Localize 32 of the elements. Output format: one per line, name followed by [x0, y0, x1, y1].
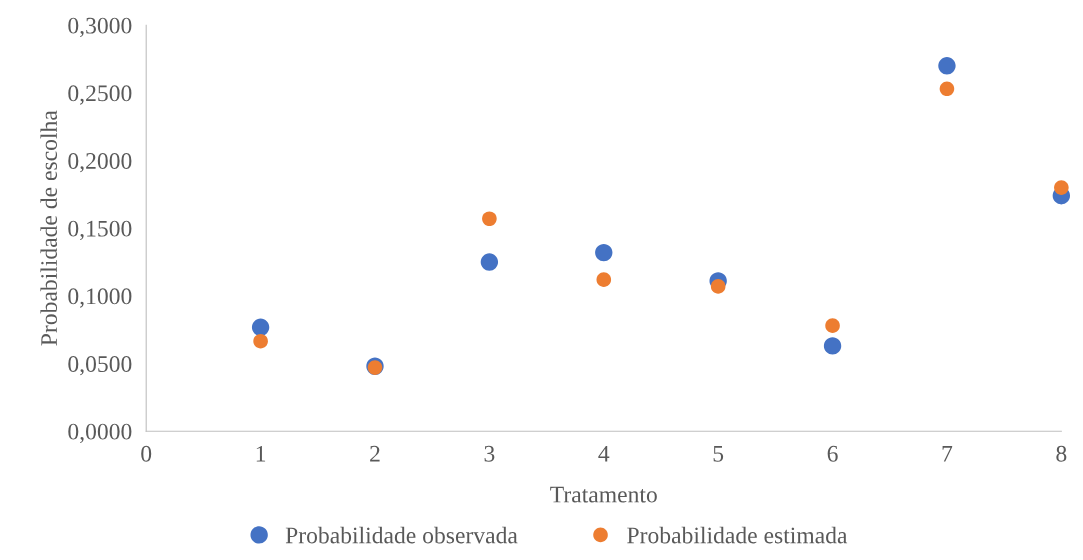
point [938, 57, 956, 75]
x-tick-label: 5 [713, 446, 724, 462]
x-tick-label: 0 [141, 445, 152, 462]
y-tick-label: 0,3000 [68, 17, 132, 38]
x-tick-label: 6 [827, 445, 838, 462]
x-tick-label: 1 [256, 445, 266, 462]
point [253, 333, 268, 349]
y-tick-label: 0,0500 [68, 356, 132, 376]
y-tick-label: 0,2500 [68, 85, 132, 105]
legend-label: Probabilidade observada [285, 526, 518, 544]
x-tick-label: 2 [370, 445, 380, 462]
point [251, 318, 270, 336]
x-axis-title: Tratamento [550, 486, 657, 503]
y-axis-title: Probabilidade de escolha [40, 110, 58, 346]
point [1054, 180, 1069, 195]
x-tick-label: 7 [942, 446, 953, 462]
y-tick-label: 0,1000 [68, 288, 132, 308]
legend-label: Probabilidade estimada [627, 526, 848, 544]
y-tick-label: 0,1500 [68, 220, 132, 241]
x-tick-label: 3 [484, 445, 495, 462]
point [710, 279, 726, 294]
y-tick-label: 0,0000 [68, 423, 132, 444]
point [482, 211, 497, 227]
point [595, 243, 613, 262]
point [480, 253, 499, 271]
point [825, 318, 840, 333]
x-tick-label: 8 [1056, 445, 1067, 462]
point [823, 337, 842, 355]
point [939, 81, 955, 97]
x-tick-label: 4 [598, 445, 610, 462]
y-tick-label: 0,2000 [68, 153, 132, 173]
point [596, 272, 612, 287]
